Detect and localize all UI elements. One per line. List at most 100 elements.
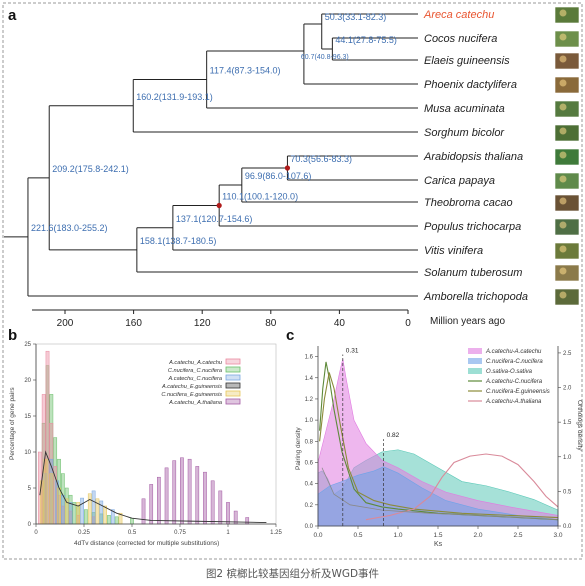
density-line xyxy=(365,453,559,521)
node-age-label: 70.3(56.6-83.3) xyxy=(290,154,352,164)
histogram-bar xyxy=(157,476,161,525)
histogram-bar xyxy=(84,509,88,525)
peak-annotation: 0.82 xyxy=(387,432,400,439)
panel-c-xtick: 1.5 xyxy=(433,532,442,539)
panel-b-legend-swatch xyxy=(225,358,241,365)
panel-c-xtick: 0.0 xyxy=(313,532,322,539)
panel-c-xtick: 2.0 xyxy=(473,532,482,539)
species-label: Sorghum bicolor xyxy=(424,127,505,139)
panel-c-xtick: 1.0 xyxy=(393,532,402,539)
density-area xyxy=(317,466,559,527)
histogram-bar xyxy=(57,487,61,525)
panel-b-xtick: 0.25 xyxy=(78,530,90,536)
panel-c-ytick-left: 0.0 xyxy=(305,524,314,530)
tree-axis-tick: 200 xyxy=(57,318,74,329)
photo-highlight xyxy=(559,267,567,275)
panel-c-plot: 0.0 0.5 1.0 1.5 2.0 2.5 3.00.00.20.40.60.81.01… xyxy=(295,346,583,548)
photo-highlight xyxy=(559,103,567,111)
tree-axis-tick: 80 xyxy=(265,318,277,329)
species-label: Musa acuminata xyxy=(424,103,505,115)
panel-c-legend-label: O.sativa-O.sativa xyxy=(486,369,533,375)
photo-highlight xyxy=(559,291,567,299)
node-age-label: 44.1(27.8-75.5) xyxy=(335,35,397,45)
species-label: Areca catechu xyxy=(423,9,494,21)
species-photo xyxy=(554,264,580,282)
species-photo xyxy=(554,242,580,260)
histogram-bar xyxy=(103,505,107,525)
node-age-label: 60.7(40.8-96.3) xyxy=(301,54,349,61)
species-photo xyxy=(554,52,580,70)
panel-b-legend-swatch xyxy=(225,374,241,381)
tree-time-axis: 200 160 120 80 40 0 Million years ago xyxy=(32,309,505,329)
panel-b-ytick: 10 xyxy=(24,450,31,456)
panel-c-ytick-right: 1.0 xyxy=(563,455,572,461)
wgd-marker xyxy=(216,202,222,209)
histogram-bar xyxy=(218,490,223,525)
species-label: Elaeis guineensis xyxy=(424,55,510,67)
histogram-bar xyxy=(114,516,119,525)
panel-c-ylabel-left: Pairing density xyxy=(295,427,302,470)
node-age-label: 221.6(183.0-255.2) xyxy=(31,223,108,233)
panel-b-xlabel: 4dTv distance (corrected for multiple su… xyxy=(74,540,219,547)
photo-highlight xyxy=(559,175,567,183)
species-photo xyxy=(554,100,580,118)
photo-highlight xyxy=(559,151,567,159)
species-label: Solanum tuberosum xyxy=(424,267,522,279)
species-label: Arabidopsis thaliana xyxy=(423,151,523,163)
species-photo xyxy=(554,76,580,94)
histogram-bar xyxy=(187,458,192,525)
node-age-label: 96.9(86.0-107.6) xyxy=(245,171,312,181)
histogram-bar xyxy=(149,484,154,525)
panel-b-legend-label: A.catechu_C.nucifera xyxy=(168,376,222,382)
panel-b-ylabel: Percentage of gene pairs xyxy=(9,387,16,460)
node-age-label: 209.2(175.8-242.1) xyxy=(52,164,129,174)
panel-c-ytick-left: 0.6 xyxy=(305,460,314,466)
histogram-bar xyxy=(91,490,96,525)
species-photo xyxy=(554,124,580,142)
panel-b-legend-label: A.catechu_E.guineensis xyxy=(161,384,222,390)
species-photo xyxy=(554,194,580,212)
panel-c-ytick-left: 0.8 xyxy=(305,439,314,445)
phylogenetic-tree xyxy=(4,13,418,297)
panel-b-ytick: 15 xyxy=(24,414,31,420)
panel-b-ytick: 5 xyxy=(28,486,32,492)
tree-species-labels: Areca catechu Cocos nucifera Elaeis guinee… xyxy=(423,9,528,303)
panel-b-xtick: 0.5 xyxy=(128,530,137,536)
panel-c-ytick-right: 2.0 xyxy=(563,386,572,392)
photo-highlight xyxy=(559,197,567,205)
panel-b-plot: 0 0.25 0.5 0.75 1 1.25 0 5 10 15 20 25 Percentage o… xyxy=(9,342,282,547)
panel-c-ytick-left: 1.0 xyxy=(305,418,314,424)
panel-b-ytick: 20 xyxy=(24,378,31,384)
panel-b-legend-swatch xyxy=(225,382,241,389)
panel-c-xtick: 0.5 xyxy=(353,532,362,539)
panel-c-legend-swatch xyxy=(468,358,482,364)
panel-b-label: b xyxy=(8,327,17,344)
histogram-bar xyxy=(80,497,84,525)
panel-c-xlabel: Ks xyxy=(434,541,443,548)
species-label: Amborella trichopoda xyxy=(423,291,528,303)
histogram-bar xyxy=(49,473,54,525)
panel-b-xtick: 0 xyxy=(34,530,38,536)
panel-c-xtick: 2.5 xyxy=(513,532,522,539)
panel-b-xtick: 1 xyxy=(226,530,230,536)
photo-highlight xyxy=(559,33,567,41)
node-age-label: 50.3(33.1-82.3) xyxy=(325,12,387,22)
panel-b-ytick: 0 xyxy=(28,522,32,528)
species-label: Theobroma cacao xyxy=(424,197,513,209)
histogram-bar xyxy=(164,467,169,525)
species-photo xyxy=(554,6,580,24)
histogram-bar xyxy=(107,515,111,525)
panel-c-legend-label: C.nucifera-C.nucifera xyxy=(486,359,543,365)
tree-node-labels: 50.3(33.1-82.3) 44.1(27.8-75.5) 60.7(40.8-… xyxy=(31,12,397,246)
photo-highlight xyxy=(559,9,567,17)
histogram-bar xyxy=(141,498,146,525)
panel-b-legend-swatch xyxy=(225,390,241,397)
photo-highlight xyxy=(559,55,567,63)
figure-caption: 图2 槟榔比较基因组分析及WGD事件 xyxy=(205,568,380,580)
panel-a-label: a xyxy=(8,7,17,24)
photo-highlight xyxy=(559,221,567,229)
tree-axis-label: Million years ago xyxy=(430,316,505,327)
histogram-bar xyxy=(72,502,77,525)
histogram-bar xyxy=(130,517,134,525)
species-label: Vitis vinifera xyxy=(424,245,483,257)
